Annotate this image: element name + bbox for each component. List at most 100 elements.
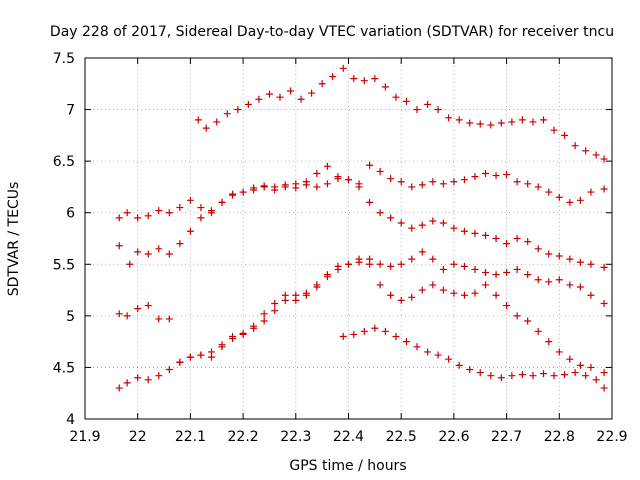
data-point [434, 351, 442, 359]
y-tick-label: 4.5 [53, 360, 75, 376]
data-point [313, 170, 321, 178]
data-point [360, 327, 368, 335]
data-point [576, 258, 584, 266]
data-point [424, 348, 432, 356]
data-point [555, 348, 563, 356]
data-point [260, 317, 268, 325]
data-point [134, 305, 142, 313]
data-point [545, 278, 553, 286]
data-point [600, 263, 608, 271]
data-point [524, 238, 532, 246]
data-point [350, 330, 358, 338]
data-point [503, 269, 511, 277]
data-point [255, 95, 263, 103]
data-point [434, 106, 442, 114]
data-point [460, 227, 468, 235]
data-point [302, 181, 310, 189]
x-tick-label: 22.7 [491, 429, 522, 445]
data-point [445, 355, 453, 363]
data-point [476, 369, 484, 377]
data-point [207, 207, 215, 215]
data-point [144, 250, 152, 258]
data-point [450, 289, 458, 297]
data-point [492, 235, 500, 242]
data-point [371, 75, 379, 83]
y-tick-label: 7 [66, 103, 75, 119]
data-point [202, 124, 210, 132]
data-point [376, 281, 384, 289]
x-tick-label: 22.8 [544, 429, 575, 445]
data-point [545, 188, 553, 196]
data-point [355, 255, 363, 263]
data-point [503, 240, 511, 248]
data-point [218, 343, 226, 351]
data-point [165, 209, 173, 217]
data-point [413, 343, 421, 351]
data-point [529, 118, 537, 126]
data-point [455, 361, 463, 369]
x-tick-labels: 21.9 22 22.1 22.2 22.3 22.4 22.5 22.6 22.7 22.8 22… [69, 429, 627, 445]
data-point [600, 369, 608, 377]
y-tick-labels: 4 4.5 5 5.5 6 6.5 7 7.5 [53, 51, 75, 428]
data-point [376, 209, 384, 217]
data-point [155, 245, 163, 253]
plot-frame [84, 57, 613, 420]
data-point [460, 291, 468, 299]
data-point [197, 214, 205, 222]
data-point [392, 93, 400, 101]
x-tick-label: 22.3 [280, 429, 311, 445]
y-tick-label: 7.5 [53, 51, 75, 67]
data-point [355, 183, 363, 191]
series-track-a [194, 64, 608, 163]
data-point [482, 231, 490, 239]
data-point [271, 186, 279, 194]
data-point [582, 372, 590, 380]
data-point [397, 260, 405, 268]
data-point [487, 121, 495, 129]
data-point [455, 116, 463, 124]
data-point [508, 118, 516, 126]
data-point [418, 248, 426, 256]
data-point [176, 204, 184, 212]
data-point [323, 180, 331, 188]
data-point [308, 89, 316, 97]
data-point [250, 186, 258, 194]
x-tick-label: 22.4 [333, 429, 364, 445]
data-point [497, 119, 505, 127]
x-tick-label: 21.9 [69, 429, 100, 445]
data-point [408, 183, 416, 191]
data-point [513, 178, 521, 186]
data-point [408, 224, 416, 232]
data-point [450, 224, 458, 232]
data-point [513, 312, 521, 320]
data-point [513, 265, 521, 273]
data-point [287, 87, 295, 95]
data-point [518, 116, 526, 124]
data-point [313, 281, 321, 289]
data-point [539, 370, 547, 378]
data-point [115, 242, 123, 250]
data-point [126, 260, 134, 268]
data-point [566, 198, 574, 206]
data-point [497, 374, 505, 382]
data-point [176, 240, 184, 248]
data-point [429, 281, 437, 289]
data-point [376, 260, 384, 268]
data-point [418, 181, 426, 189]
series-track-f [339, 324, 608, 392]
data-point [600, 384, 608, 392]
data-point [292, 291, 300, 299]
data-point [239, 188, 247, 196]
data-point [402, 338, 410, 346]
data-point [218, 198, 226, 206]
data-point [197, 351, 205, 359]
data-point [429, 255, 437, 263]
data-point [408, 293, 416, 301]
data-point [197, 204, 205, 212]
data-point [165, 315, 173, 323]
data-point [345, 260, 352, 268]
data-point [186, 227, 194, 235]
data-point [524, 271, 532, 279]
data-point [550, 372, 558, 380]
data-point [313, 183, 321, 191]
